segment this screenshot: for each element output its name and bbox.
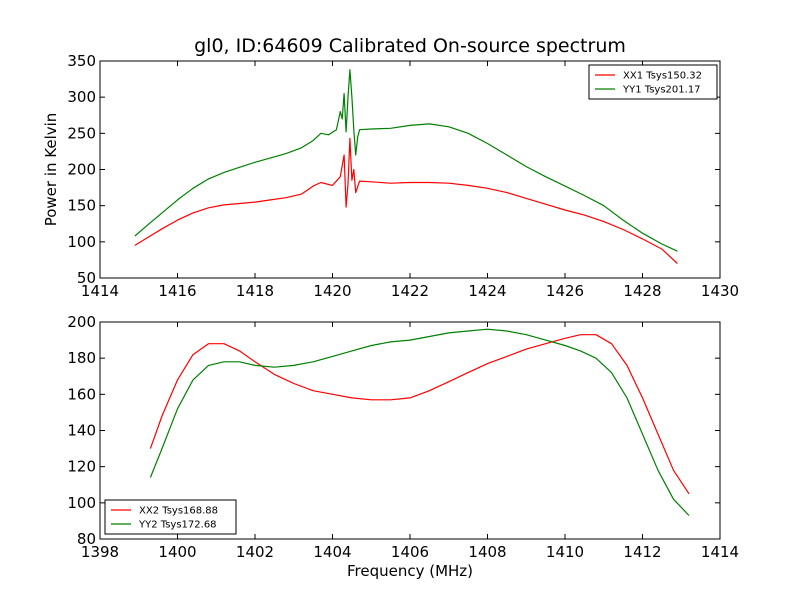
legend-entry: XX2 Tsys168.88: [139, 506, 218, 517]
y-tick-label: 180: [67, 349, 96, 367]
y-tick-label: 150: [67, 197, 96, 215]
x-tick-label: 1428: [623, 282, 661, 300]
legend-box: [588, 64, 718, 100]
y-tick-label: 350: [67, 52, 96, 70]
y-tick-label: 300: [67, 88, 96, 106]
x-axis-label: Frequency (MHz): [347, 562, 473, 580]
y-tick-label: 50: [77, 269, 96, 287]
y-axis-label: Power in Kelvin: [42, 113, 60, 227]
y-tick-label: 200: [67, 313, 96, 331]
x-tick-label: 1426: [546, 282, 584, 300]
x-tick-label: 1412: [623, 543, 661, 561]
y-tick-label: 250: [67, 124, 96, 142]
x-tick-label: 1422: [391, 282, 429, 300]
y-tick-label: 200: [67, 161, 96, 179]
legend-entry: XX1 Tsys150.32: [623, 71, 702, 82]
x-tick-label: 1398: [81, 543, 119, 561]
x-tick-label: 1414: [701, 543, 739, 561]
series-line-0-0: [134, 137, 678, 264]
y-tick-label: 160: [67, 385, 96, 403]
x-tick-label: 1410: [546, 543, 584, 561]
y-tick-label: 120: [67, 458, 96, 476]
legend-entry: YY1 Tsys201.17: [622, 85, 701, 96]
series-line-1-0: [149, 334, 690, 495]
x-tick-label: 1424: [468, 282, 506, 300]
y-tick-label: 80: [77, 530, 96, 548]
x-tick-label: 1418: [236, 282, 274, 300]
x-tick-label: 1408: [468, 543, 506, 561]
series-line-0-1: [134, 69, 678, 252]
x-tick-label: 1420: [313, 282, 351, 300]
y-tick-label: 100: [67, 233, 96, 251]
bottom-panel: 1398 1400 1402 1404 1406 1408 1410 1412 1414 80 10…: [67, 313, 739, 580]
x-tick-label: 1416: [158, 282, 196, 300]
x-tick-label: 1430: [701, 282, 739, 300]
series-line-1-1: [149, 328, 690, 516]
x-tick-label: 1402: [236, 543, 274, 561]
x-tick-label: 1406: [391, 543, 429, 561]
legend-entry: YY2 Tsys172.68: [138, 520, 217, 531]
legend-box: [104, 499, 237, 535]
y-tick-label: 140: [67, 422, 96, 440]
x-tick-label: 1400: [158, 543, 196, 561]
x-tick-label: 1404: [313, 543, 351, 561]
top-panel: 1414 1416 1418 1420 1422 1424 1426 1428 1430 50 10…: [42, 52, 739, 300]
y-tick-label: 100: [67, 494, 96, 512]
x-tick-label: 1414: [81, 282, 119, 300]
chart-title: gl0, ID:64609 Calibrated On-source spect…: [194, 35, 626, 57]
